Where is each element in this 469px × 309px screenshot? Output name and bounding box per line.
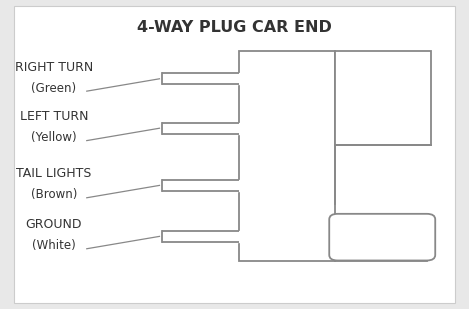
Text: (Brown): (Brown): [31, 188, 77, 201]
Bar: [239, 51, 335, 261]
Text: 4-WAY PLUG CAR END: 4-WAY PLUG CAR END: [137, 20, 332, 35]
Text: GROUND: GROUND: [26, 218, 82, 231]
Text: (Green): (Green): [31, 82, 76, 95]
FancyBboxPatch shape: [329, 214, 435, 260]
Bar: [335, 51, 431, 145]
Text: RIGHT TURN: RIGHT TURN: [15, 61, 93, 74]
Text: LEFT TURN: LEFT TURN: [20, 110, 88, 123]
Text: (White): (White): [32, 239, 76, 252]
Text: (Yellow): (Yellow): [31, 131, 77, 144]
Text: TAIL LIGHTS: TAIL LIGHTS: [16, 167, 91, 180]
